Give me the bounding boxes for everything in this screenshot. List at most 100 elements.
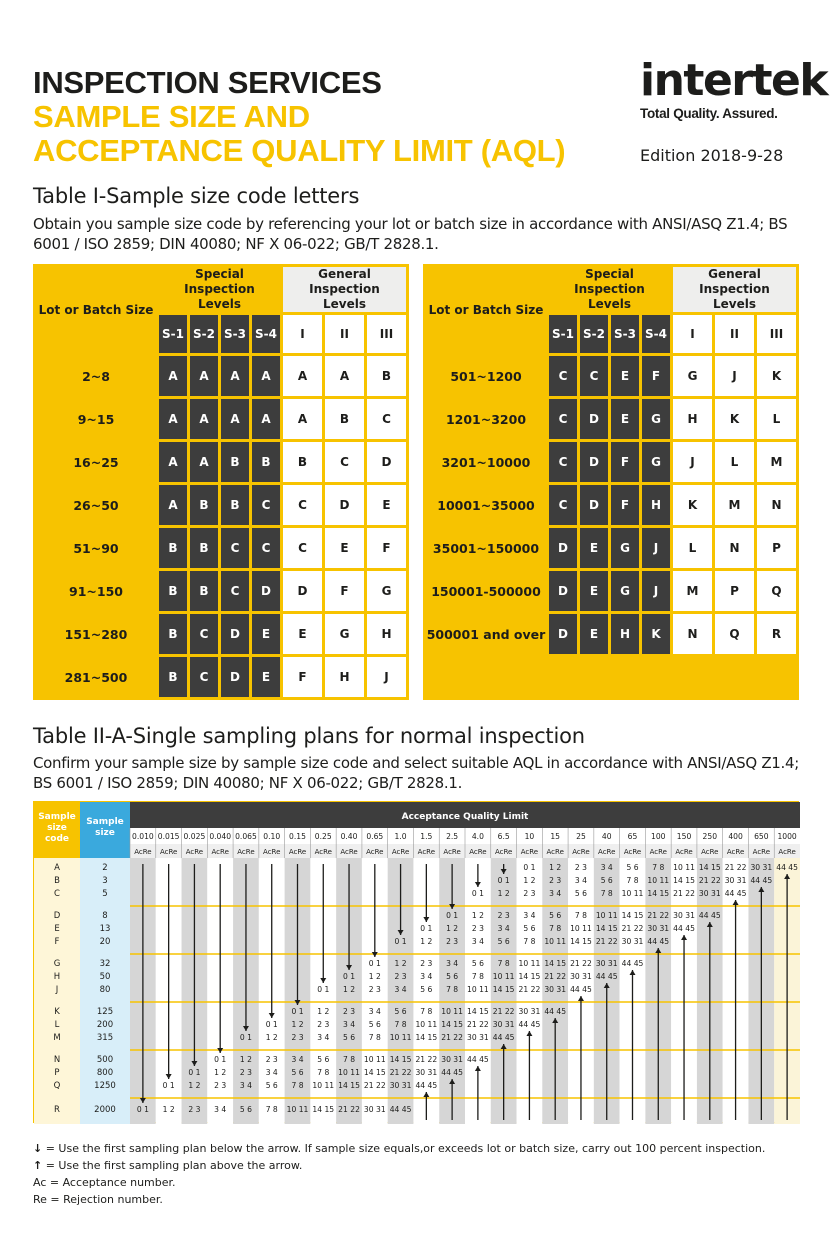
code-letter: M xyxy=(673,571,712,611)
size-header-cell xyxy=(80,802,130,858)
sample-code: B xyxy=(54,876,60,886)
acre-value: 10 11 xyxy=(390,1033,412,1042)
code-letter: L xyxy=(715,442,754,482)
legend-down: ↓ = Use the first sampling plan below th… xyxy=(33,1142,766,1155)
code-letter: B xyxy=(159,614,187,654)
acre-label: AcRe xyxy=(418,848,435,856)
code-letter: C xyxy=(549,399,577,439)
code-letter: G xyxy=(642,442,670,482)
acre-value: 0 1 xyxy=(343,972,355,981)
sample-size: 20 xyxy=(100,937,111,947)
level-header: II xyxy=(325,315,364,353)
sample-size: 2 xyxy=(102,863,107,873)
title-line-2: SAMPLE SIZE AND xyxy=(33,99,310,134)
code-letter: A xyxy=(221,399,249,439)
title-line-1: INSPECTION SERVICES xyxy=(33,65,382,100)
lot-size: 151~280 xyxy=(36,614,156,654)
table-row: 1201~3200 C D E G H K L xyxy=(426,399,796,439)
acre-value: 7 8 xyxy=(652,863,664,872)
size-header-text: size xyxy=(95,828,115,838)
edition-date: Edition 2018-9-28 xyxy=(640,146,784,165)
acre-value: 21 22 xyxy=(415,1055,437,1064)
acre-value: 21 22 xyxy=(725,863,747,872)
acre-value: 10 11 xyxy=(519,959,541,968)
sample-code: Q xyxy=(54,1081,61,1091)
code-letter: D xyxy=(252,571,280,611)
code-letter: B xyxy=(221,442,249,482)
code-letter: F xyxy=(642,356,670,396)
down-arrow-icon xyxy=(474,882,481,887)
acre-value: 0 1 xyxy=(137,1105,149,1114)
table-row: 150001-500000 D E G J M P Q xyxy=(426,571,796,611)
acre-value: 30 31 xyxy=(725,876,747,885)
up-arrow-icon xyxy=(577,996,584,1001)
acre-value: 5 6 xyxy=(549,911,561,920)
table-row: 500001 and over D E H K N Q R xyxy=(426,614,796,654)
table2-description: Confirm your sample size by sample size … xyxy=(33,754,799,792)
acre-value: 30 31 xyxy=(699,889,721,898)
acre-value: 5 6 xyxy=(575,889,587,898)
acre-value: 10 11 xyxy=(287,1105,309,1114)
level-header: I xyxy=(673,315,712,353)
acre-value: 0 1 xyxy=(369,959,381,968)
acre-value: 44 45 xyxy=(776,863,798,872)
acre-value: 21 22 xyxy=(596,937,618,946)
code-letter: C xyxy=(252,485,280,525)
logo-wordmark: intertek xyxy=(640,55,829,106)
down-arrow-icon xyxy=(320,978,327,983)
code-letter: H xyxy=(673,399,712,439)
code-letter: D xyxy=(580,485,608,525)
sample-code: D xyxy=(54,911,61,921)
special-levels-header: Special Inspection Levels xyxy=(159,267,280,312)
sample-size: 8 xyxy=(102,911,107,921)
acre-value: 7 8 xyxy=(575,911,587,920)
logo-tagline: Total Quality. Assured. xyxy=(640,106,778,121)
up-arrow-icon xyxy=(655,948,662,953)
down-arrow-icon xyxy=(139,1098,146,1103)
code-letter: F xyxy=(611,442,639,482)
table-row: 2~8 A A A A A A B xyxy=(36,356,406,396)
acre-value: 21 22 xyxy=(441,1033,463,1042)
acre-value: 0 1 xyxy=(188,1068,200,1077)
acre-value: 3 4 xyxy=(317,1033,329,1042)
acre-value: 21 22 xyxy=(467,1020,489,1029)
code-letter: J xyxy=(673,442,712,482)
code-letter: C xyxy=(190,657,218,697)
code-letter: C xyxy=(221,571,249,611)
aql-header-bar xyxy=(130,802,800,828)
lot-size: 51~90 xyxy=(36,528,156,568)
acre-value: 2 3 xyxy=(395,972,407,981)
lot-size: 9~15 xyxy=(36,399,156,439)
acre-value: 14 15 xyxy=(467,1007,489,1016)
acre-value: 0 1 xyxy=(163,1081,175,1090)
code-letter: E xyxy=(580,614,608,654)
aql-value: 25 xyxy=(576,832,586,841)
code-letter: G xyxy=(611,571,639,611)
acre-value: 5 6 xyxy=(626,863,638,872)
acre-value: 1 2 xyxy=(446,924,458,933)
acre-label: AcRe xyxy=(624,848,641,856)
acre-value: 21 22 xyxy=(699,876,721,885)
table-row: 3201~10000 C D F G J L M xyxy=(426,442,796,482)
level-header: III xyxy=(757,315,796,353)
code-letter: E xyxy=(611,356,639,396)
code-header-text: Sample xyxy=(38,812,76,822)
acre-value: 0 1 xyxy=(291,1007,303,1016)
acre-label: AcRe xyxy=(289,848,306,856)
code-letter: M xyxy=(757,442,796,482)
code-letter: A xyxy=(190,399,218,439)
acre-value: 3 4 xyxy=(446,959,458,968)
down-arrow-icon xyxy=(371,952,378,957)
code-letter: R xyxy=(757,614,796,654)
acre-label: AcRe xyxy=(443,848,460,856)
special-levels-header: Special Inspection Levels xyxy=(549,267,670,312)
acre-value: 14 15 xyxy=(519,972,541,981)
acre-value: 1 2 xyxy=(291,1020,303,1029)
code-letter: F xyxy=(283,657,322,697)
acre-value: 2 3 xyxy=(214,1081,226,1090)
acre-value: 2 3 xyxy=(575,863,587,872)
acre-value: 21 22 xyxy=(673,889,695,898)
code-letter: B xyxy=(221,485,249,525)
acre-label: AcRe xyxy=(392,848,409,856)
acre-value: 5 6 xyxy=(498,937,510,946)
